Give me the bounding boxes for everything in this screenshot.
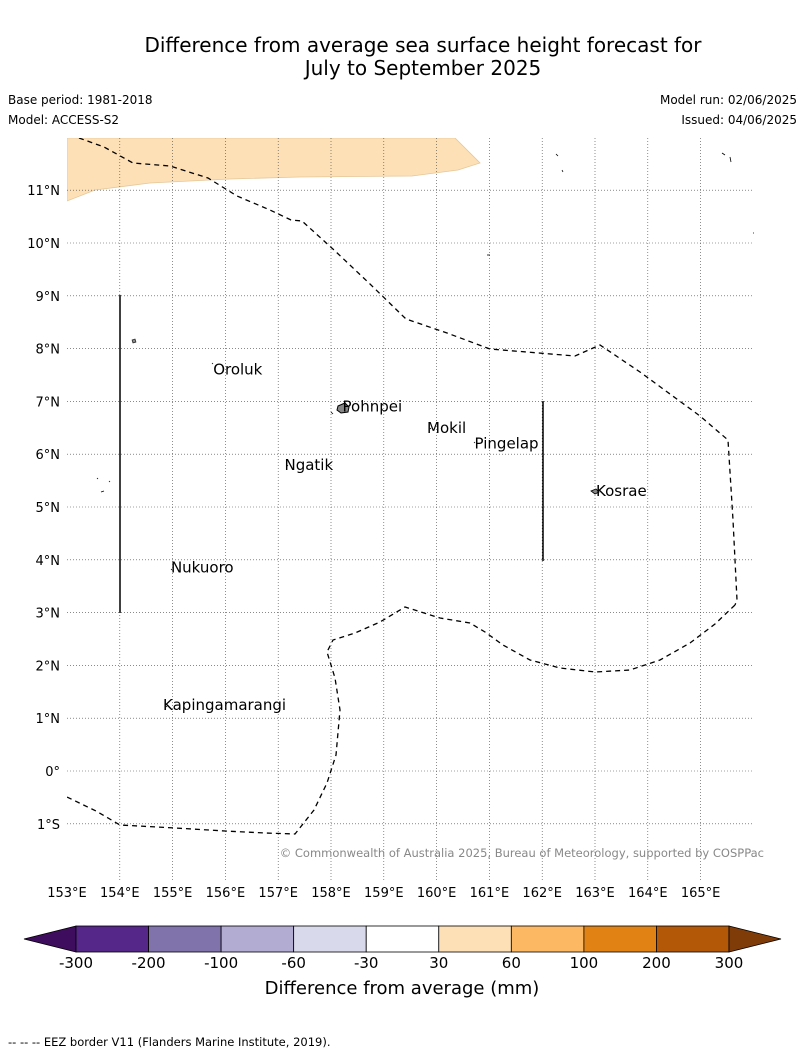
colorbar-segment bbox=[365, 925, 440, 953]
lon-tick-label: 158°E bbox=[311, 886, 351, 901]
lat-tick-label: 7°N bbox=[36, 395, 61, 410]
issued-text: Issued: 04/06/2025 bbox=[681, 113, 797, 127]
colorbar-tick-label: 30 bbox=[429, 954, 448, 972]
colorbar-segment bbox=[656, 925, 730, 953]
lon-tick-label: 153°E bbox=[47, 886, 87, 901]
colorbar-min-arrow bbox=[23, 925, 77, 953]
lat-tick-label: 6°N bbox=[36, 448, 61, 463]
lat-tick-label: 10°N bbox=[27, 237, 60, 252]
colorbar-segment bbox=[510, 925, 585, 953]
eez-border-south bbox=[67, 604, 736, 835]
lon-tick-label: 159°E bbox=[364, 886, 404, 901]
place-label: Nukuoro bbox=[171, 559, 234, 577]
lat-tick-label: 3°N bbox=[36, 607, 61, 622]
chart-title-line2: July to September 2025 bbox=[304, 56, 542, 80]
lat-tick-label: 2°N bbox=[36, 659, 61, 674]
lat-tick-label: 1°N bbox=[36, 712, 61, 727]
colorbar-segment bbox=[293, 925, 367, 953]
colorbar-tick-label: -60 bbox=[281, 954, 306, 972]
place-label: Pohnpei bbox=[343, 398, 403, 416]
lon-tick-label: 157°E bbox=[258, 886, 298, 901]
place-label: Pingelap bbox=[475, 435, 539, 453]
colorbar-label: Difference from average (mm) bbox=[264, 978, 540, 999]
lat-tick-label: 8°N bbox=[36, 343, 61, 358]
eez-footnote: -- -- -- EEZ border V11 (Flanders Marine… bbox=[8, 1035, 331, 1049]
colorbar-tick-label: -300 bbox=[59, 954, 93, 972]
lon-tick-label: 162°E bbox=[522, 886, 562, 901]
eez-border-north bbox=[78, 138, 738, 606]
colorbar-segment bbox=[75, 925, 149, 953]
lon-tick-label: 160°E bbox=[417, 886, 457, 901]
lat-tick-label: 1°S bbox=[37, 818, 60, 833]
colorbar bbox=[23, 925, 782, 953]
colorbar-tick-label: -30 bbox=[354, 954, 379, 972]
colorbar-segment bbox=[148, 925, 222, 953]
colorbar-tick-label: -200 bbox=[132, 954, 166, 972]
colorbar-tick-label: 100 bbox=[570, 954, 599, 972]
chart-title-line1: Difference from average sea surface heig… bbox=[144, 33, 702, 57]
place-label: Ngatik bbox=[284, 456, 333, 474]
colorbar-tick-label: -100 bbox=[204, 954, 238, 972]
atoll-marks bbox=[96, 152, 754, 708]
copyright-text: © Commonwealth of Australia 2025, Bureau… bbox=[280, 846, 764, 860]
colorbar-segment bbox=[220, 925, 295, 953]
pohnpei-island bbox=[336, 402, 350, 414]
anomaly-shading-area bbox=[67, 138, 481, 202]
lon-tick-label: 161°E bbox=[470, 886, 510, 901]
model-run-text: Model run: 02/06/2025 bbox=[659, 93, 797, 107]
colorbar-segment bbox=[583, 925, 657, 953]
place-label: Kapingamarangi bbox=[163, 696, 286, 714]
lon-tick-label: 155°E bbox=[153, 886, 193, 901]
lat-tick-label: 0° bbox=[45, 765, 60, 780]
lon-tick-label: 156°E bbox=[206, 886, 246, 901]
kosrae-island bbox=[590, 488, 600, 495]
place-label: Kosrae bbox=[596, 482, 647, 500]
model-text: Model: ACCESS-S2 bbox=[8, 113, 120, 127]
colorbar-tick-label: 200 bbox=[642, 954, 671, 972]
base-period-text: Base period: 1981-2018 bbox=[8, 93, 153, 107]
lat-tick-label: 9°N bbox=[36, 290, 61, 305]
lon-tick-label: 164°E bbox=[628, 886, 668, 901]
colorbar-segment bbox=[438, 925, 512, 953]
lon-tick-label: 163°E bbox=[575, 886, 615, 901]
place-label: Oroluk bbox=[213, 361, 262, 379]
lat-tick-label: 4°N bbox=[36, 554, 61, 569]
lat-tick-label: 11°N bbox=[27, 184, 60, 199]
colorbar-max-arrow bbox=[728, 925, 782, 953]
lon-tick-label: 154°E bbox=[100, 886, 140, 901]
lon-tick-label: 165°E bbox=[681, 886, 721, 901]
small-island bbox=[131, 338, 137, 344]
graticule bbox=[67, 138, 754, 880]
colorbar-tick-label: 300 bbox=[715, 954, 744, 972]
place-label: Mokil bbox=[427, 419, 466, 437]
colorbar-tick-label: 60 bbox=[502, 954, 521, 972]
lat-tick-label: 5°N bbox=[36, 501, 61, 516]
